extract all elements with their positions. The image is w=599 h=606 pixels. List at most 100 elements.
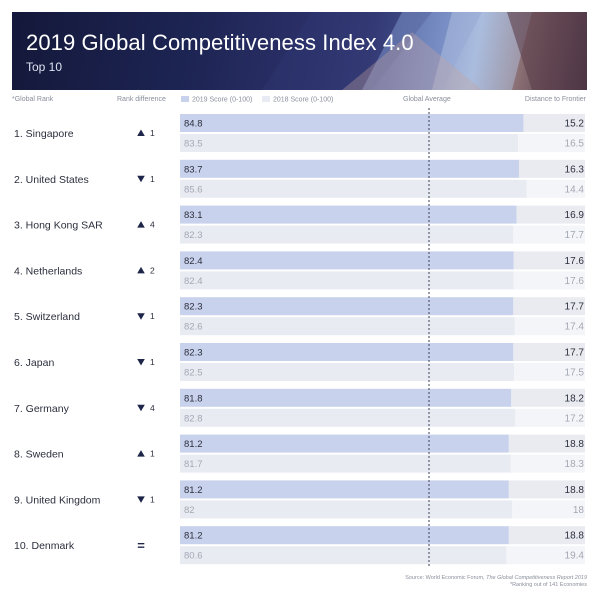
bar-2018 <box>180 408 516 427</box>
distance-2019-label: 17.6 <box>565 256 585 267</box>
ranking-note: *Ranking out of 141 Economies <box>509 582 587 588</box>
country-label: 3. Hong Kong SAR <box>14 220 103 232</box>
bar-2019 <box>180 388 512 407</box>
rank-difference-value: 1 <box>150 449 155 459</box>
bar-2019 <box>180 205 517 224</box>
country-label: 4. Netherlands <box>14 265 82 277</box>
distance-2019-label: 17.7 <box>565 348 585 359</box>
score-2019-label: 83.7 <box>184 164 203 175</box>
distance-bar-2018 <box>518 134 585 152</box>
rank-difference-value: 1 <box>150 494 155 504</box>
rank-up-arrow-icon <box>137 221 145 228</box>
distance-2019-label: 16.3 <box>565 164 585 175</box>
bar-2019 <box>180 114 524 132</box>
score-2018-label: 82.5 <box>184 368 203 379</box>
rank-up-arrow-icon <box>137 129 145 136</box>
country-label: 8. Sweden <box>14 449 64 461</box>
distance-2019-label: 18.8 <box>565 439 585 450</box>
distance-bar-2018 <box>512 500 585 519</box>
score-2018-label: 82 <box>184 505 195 516</box>
bar-2019 <box>180 480 509 499</box>
distance-2018-label: 16.5 <box>565 139 585 150</box>
rank-down-arrow-icon <box>137 496 145 503</box>
bar-2019 <box>180 297 514 316</box>
legend-2018-swatch <box>262 96 270 102</box>
distance-2018-label: 17.5 <box>565 368 585 379</box>
country-label: 6. Japan <box>14 357 54 369</box>
distance-bar-2018 <box>510 454 585 473</box>
rank-up-arrow-icon <box>137 266 145 274</box>
score-2019-label: 82.4 <box>184 256 203 267</box>
bar-2018 <box>180 134 519 152</box>
rank-down-arrow-icon <box>137 359 145 366</box>
rank-unchanged-label: = <box>137 538 145 553</box>
distance-bar-2019 <box>516 205 585 224</box>
title-banner: 2019 Global Competitiveness Index 4.0 To… <box>12 12 587 90</box>
bar-2019 <box>180 343 514 361</box>
source-title: The Global Competitiveness Report 2019 <box>486 575 587 581</box>
score-2018-label: 82.4 <box>184 276 203 287</box>
rank-down-arrow-icon <box>137 404 145 412</box>
distance-2018-label: 19.4 <box>565 551 585 562</box>
bar-2018 <box>180 179 527 198</box>
score-2019-label: 84.8 <box>184 119 203 130</box>
country-label: 2. United States <box>14 174 89 186</box>
score-2018-label: 81.7 <box>184 459 203 470</box>
score-2018-label: 80.6 <box>184 551 203 562</box>
rank-difference-value: 1 <box>150 128 155 138</box>
legend-2018-label: 2018 Score (0-100) <box>273 96 334 104</box>
distance-2018-label: 17.2 <box>565 413 585 424</box>
legend-2018: 2018 Score (0-100) <box>262 96 333 108</box>
distance-bar-2019 <box>513 343 585 361</box>
global-average-header: Global Average <box>403 96 451 103</box>
country-label: 10. Denmark <box>14 540 75 552</box>
bar-2018 <box>180 363 515 381</box>
score-2018-label: 82.3 <box>184 230 203 241</box>
score-2019-label: 81.8 <box>184 393 203 404</box>
bar-2018 <box>180 271 514 290</box>
source-prefix: Source: World Economic Forum, <box>405 575 487 581</box>
country-label: 7. Germany <box>14 403 70 415</box>
distance-bar-2018 <box>526 179 585 198</box>
distance-bar-2019 <box>523 114 585 132</box>
distance-2018-label: 18.3 <box>565 459 585 470</box>
score-2018-label: 83.5 <box>184 139 203 150</box>
distance-bar-2019 <box>511 388 585 407</box>
distance-bar-2018 <box>506 546 585 565</box>
score-2018-label: 82.6 <box>184 322 203 333</box>
legend-2019: 2019 Score (0-100) <box>181 96 252 108</box>
rank-difference-value: 1 <box>150 174 155 184</box>
country-label: 9. United Kingdom <box>14 494 101 506</box>
country-label: 5. Switzerland <box>14 311 80 323</box>
distance-bar-2018 <box>514 363 585 381</box>
distance-2019-label: 16.9 <box>565 210 585 221</box>
score-2019-label: 81.2 <box>184 531 203 542</box>
distance-2019-label: 18.2 <box>565 393 585 404</box>
bar-2018 <box>180 317 515 336</box>
rank-up-arrow-icon <box>137 450 145 457</box>
chart-subtitle: Top 10 <box>26 60 63 74</box>
score-2018-label: 85.6 <box>184 184 203 195</box>
bar-2018 <box>180 454 511 473</box>
distance-2019-label: 17.7 <box>565 302 585 313</box>
bar-2018 <box>180 546 507 565</box>
distance-2018-label: 17.6 <box>565 276 585 287</box>
chart-title: 2019 Global Competitiveness Index 4.0 <box>26 30 414 55</box>
bar-2019 <box>180 251 514 270</box>
banner-background <box>262 12 587 90</box>
rank-difference-value: 1 <box>150 311 155 321</box>
rank-difference-value: 4 <box>150 220 155 230</box>
bar-2019 <box>180 159 519 178</box>
legend-2019-swatch <box>181 96 189 102</box>
score-2019-label: 82.3 <box>184 348 203 359</box>
distance-2019-label: 18.8 <box>565 485 585 496</box>
rank-down-arrow-icon <box>137 175 145 183</box>
rank-difference-value: 1 <box>150 357 155 367</box>
rank-column-header: *Global Rank <box>12 96 54 103</box>
rank-difference-header: Rank difference <box>117 96 166 103</box>
rank-down-arrow-icon <box>137 313 145 320</box>
score-2019-label: 83.1 <box>184 210 203 221</box>
distance-bar-2019 <box>513 297 585 316</box>
bar-2018 <box>180 225 514 244</box>
rank-difference-value: 4 <box>150 403 155 413</box>
